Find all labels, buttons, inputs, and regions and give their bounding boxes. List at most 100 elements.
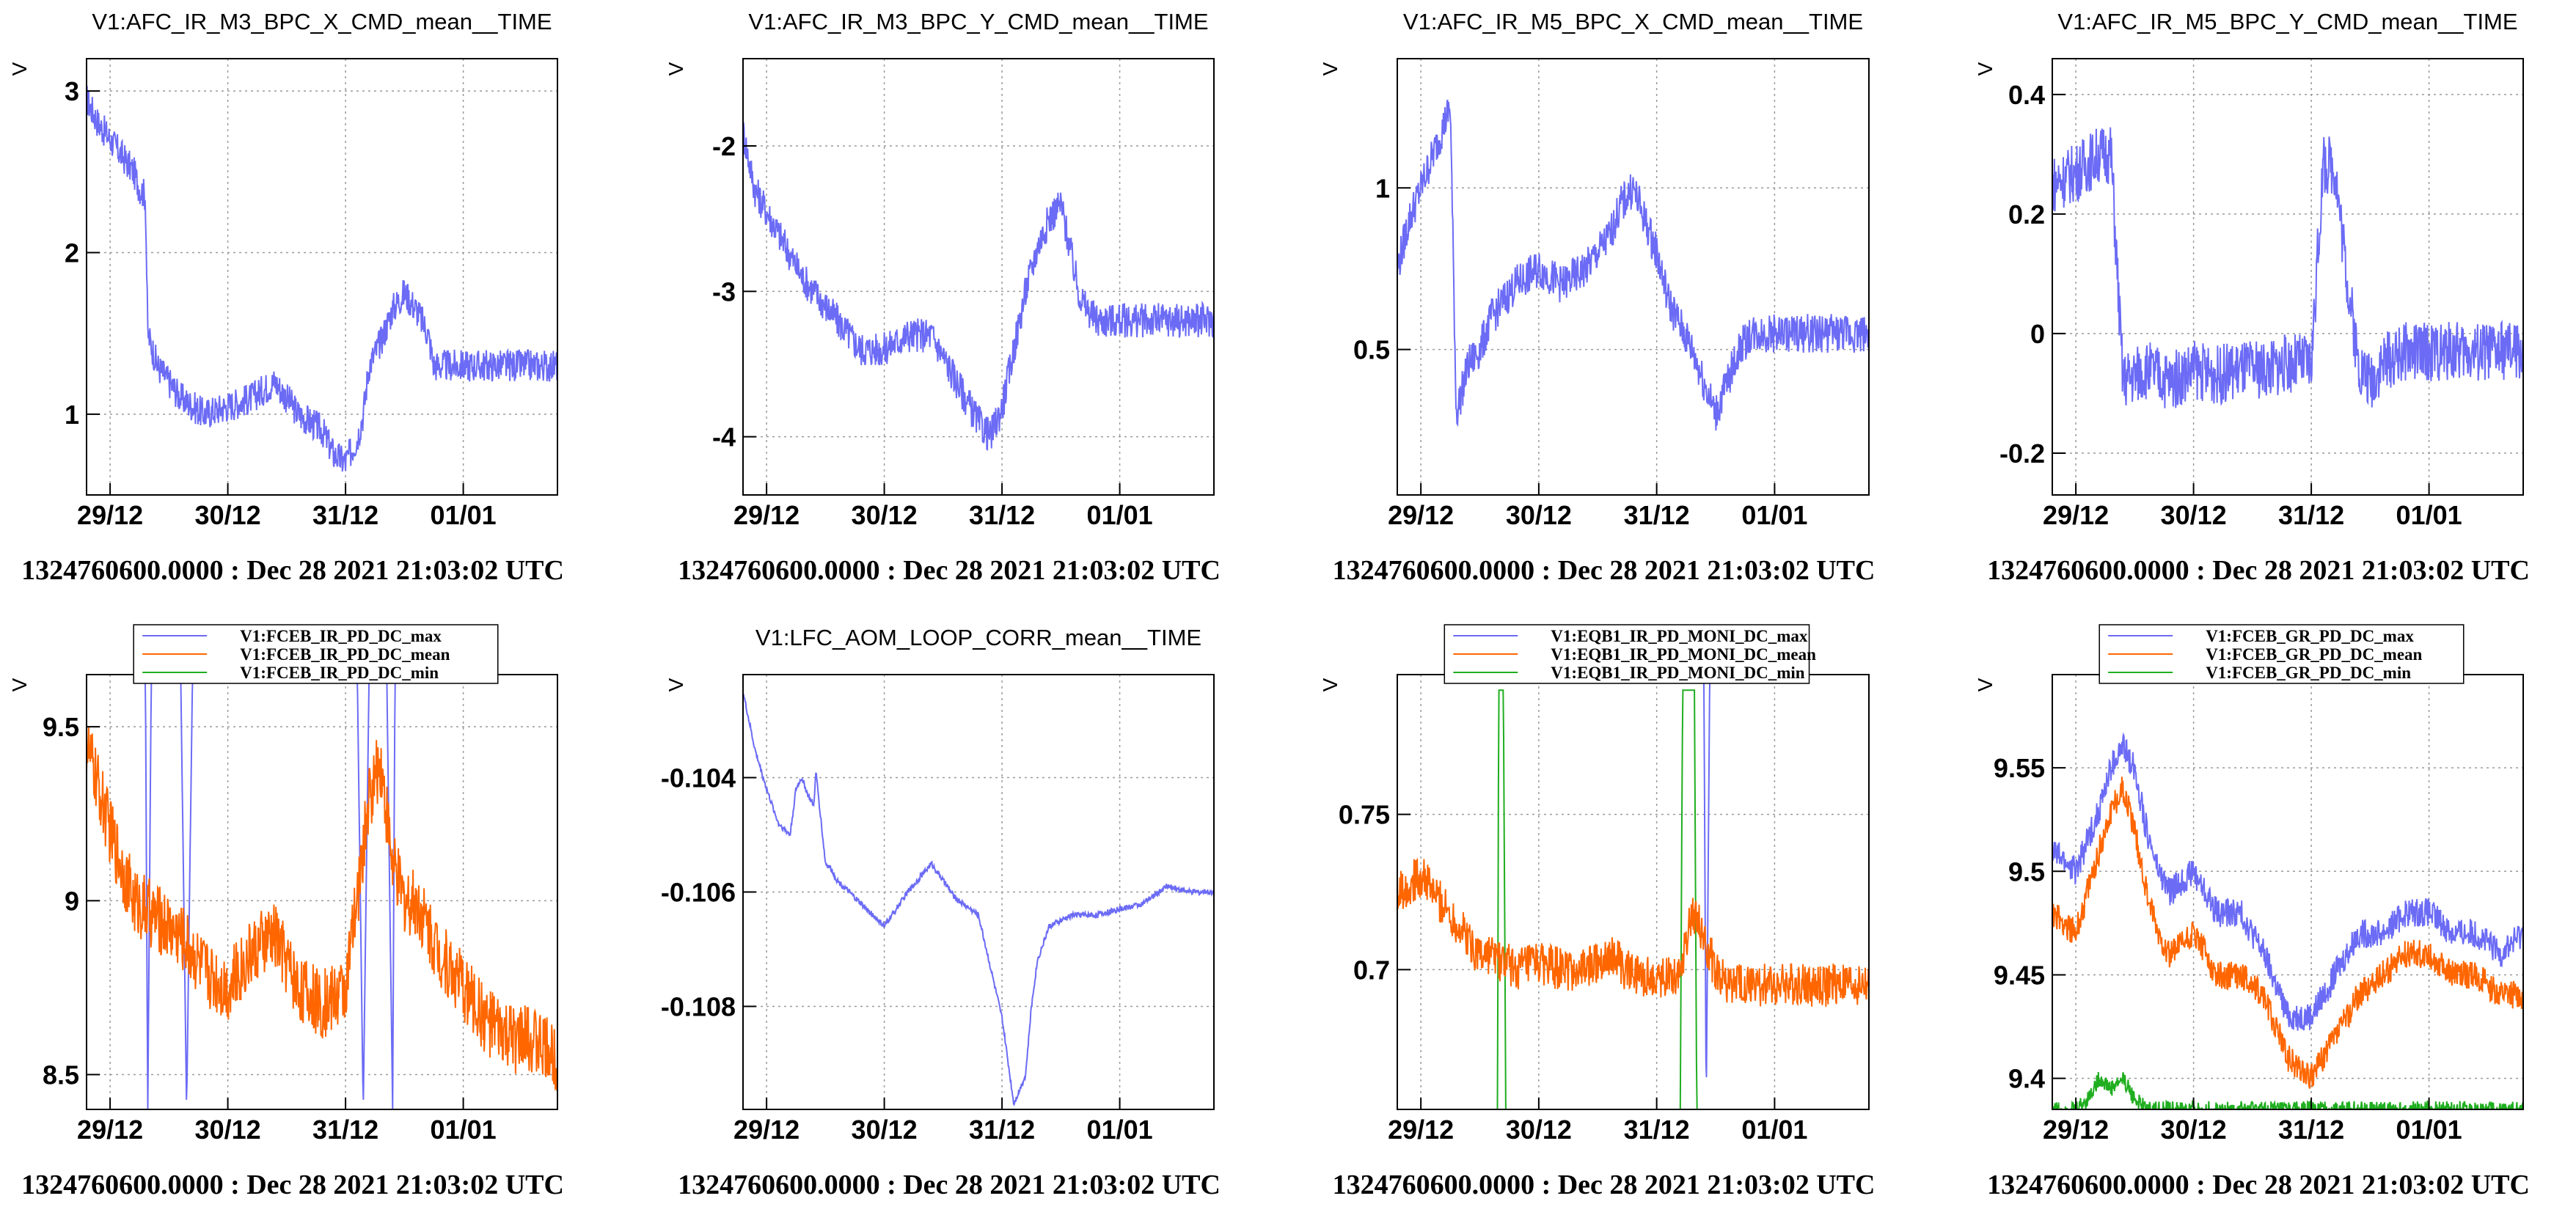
y-tick-label: 8.5 xyxy=(43,1060,79,1090)
x-tick-label: 30/12 xyxy=(852,500,918,530)
series-line-orange xyxy=(87,726,557,1092)
y-tick-label: 0.4 xyxy=(2008,80,2045,110)
x-tick-label: 01/01 xyxy=(1087,500,1153,530)
plot-frame xyxy=(86,58,558,496)
panel-footer: 1324760600.0000 : Dec 28 2021 21:03:02 U… xyxy=(1987,555,2530,586)
x-tick-label: 29/12 xyxy=(2043,1115,2109,1145)
x-tick-label: 30/12 xyxy=(195,500,261,530)
y-tick-label: 9.45 xyxy=(1994,960,2045,990)
legend-entry: V1:FCEB_GR_PD_DC_mean xyxy=(2206,645,2422,664)
panel-footer: 1324760600.0000 : Dec 28 2021 21:03:02 U… xyxy=(21,1170,564,1200)
x-tick-label: 31/12 xyxy=(2278,500,2344,530)
x-tick-label: 29/12 xyxy=(2043,500,2109,530)
x-tick-label: 01/01 xyxy=(431,500,497,530)
panel-footer: 1324760600.0000 : Dec 28 2021 21:03:02 U… xyxy=(678,1170,1221,1200)
series-line-blue xyxy=(1397,675,1869,1078)
y-tick-label: 9 xyxy=(65,886,79,916)
y-tick-label: 0 xyxy=(2030,319,2045,349)
panel-1: V1:AFC_IR_M3_BPC_X_CMD_mean__TIME V 29/12 3… xyxy=(8,9,564,586)
legend-entry: V1:EQB1_IR_PD_MONI_DC_mean xyxy=(1551,645,1816,664)
y-tick-label: 9.5 xyxy=(43,712,79,742)
plot-frame xyxy=(1397,674,1870,1110)
panel-6: V1:LFC_AOM_LOOP_CORR_mean__TIME V 29/12 30/… xyxy=(661,625,1221,1200)
x-tick-label: 29/12 xyxy=(1388,1115,1454,1145)
x-tick-label: 30/12 xyxy=(1506,1115,1572,1145)
series-line-blue xyxy=(743,122,1214,451)
y-tick-label: 1 xyxy=(1375,173,1390,203)
x-tick-label: 30/12 xyxy=(2161,1115,2227,1145)
x-tick-label: 01/01 xyxy=(1087,1115,1153,1145)
panel-footer: 1324760600.0000 : Dec 28 2021 21:03:02 U… xyxy=(21,555,564,586)
panel-title: V1:AFC_IR_M3_BPC_X_CMD_mean__TIME xyxy=(92,9,552,34)
y-axis-label: V xyxy=(8,62,31,76)
panel-title: V1:AFC_IR_M5_BPC_X_CMD_mean__TIME xyxy=(1403,9,1863,34)
y-axis-label: V xyxy=(1319,678,1342,691)
y-tick-label: 3 xyxy=(65,76,79,106)
panel-5: V 29/12 30/12 31/12 01/01 8.5 9 9.5 V1:FCEB_IR_P… xyxy=(8,624,564,1200)
y-tick-label: 0.75 xyxy=(1339,800,1390,830)
panel-title: V1:LFC_AOM_LOOP_CORR_mean__TIME xyxy=(755,625,1201,650)
plot-frame xyxy=(742,58,1215,496)
x-tick-label: 31/12 xyxy=(969,1115,1035,1145)
x-tick-label: 01/01 xyxy=(1741,1115,1807,1145)
y-axis-label: V xyxy=(8,678,31,691)
legend-entry: V1:EQB1_IR_PD_MONI_DC_max xyxy=(1551,627,1808,645)
y-axis-label: V xyxy=(665,678,687,691)
panel-footer: 1324760600.0000 : Dec 28 2021 21:03:02 U… xyxy=(1333,1170,1876,1200)
panel-8: V 29/12 30/12 31/12 01/01 9.4 9.45 9.5 9.55 V1:FC… xyxy=(1974,624,2530,1200)
y-tick-label: 9.5 xyxy=(2008,856,2045,887)
y-tick-label: -4 xyxy=(712,422,736,452)
y-axis-label: V xyxy=(1319,62,1342,76)
x-tick-label: 31/12 xyxy=(969,500,1035,530)
x-tick-label: 30/12 xyxy=(2161,500,2227,530)
panel-2: V1:AFC_IR_M3_BPC_Y_CMD_mean__TIME V 29/12 3… xyxy=(665,9,1221,586)
y-tick-label: -0.106 xyxy=(661,878,736,908)
y-tick-label: -0.104 xyxy=(661,763,736,793)
legend-entry: V1:FCEB_GR_PD_DC_max xyxy=(2206,627,2414,645)
x-tick-label: 29/12 xyxy=(1388,500,1454,530)
y-tick-label: 2 xyxy=(65,238,79,268)
x-tick-label: 31/12 xyxy=(312,500,378,530)
x-tick-label: 29/12 xyxy=(77,1115,143,1145)
legend-entry: V1:FCEB_IR_PD_DC_mean xyxy=(240,645,450,664)
y-tick-label: 0.2 xyxy=(2008,199,2045,230)
y-tick-label: -3 xyxy=(712,276,736,306)
y-tick-label: 9.4 xyxy=(2008,1064,2045,1094)
y-tick-label: -0.2 xyxy=(1999,438,2045,469)
y-axis-label: V xyxy=(1974,62,1997,76)
series-line-green xyxy=(2052,1071,2523,1109)
panel-3: V1:AFC_IR_M5_BPC_X_CMD_mean__TIME V 29/12 3… xyxy=(1319,9,1875,586)
x-tick-label: 29/12 xyxy=(733,1115,799,1145)
legend-entry: V1:FCEB_GR_PD_DC_min xyxy=(2206,664,2411,682)
y-tick-label: 1 xyxy=(65,400,79,430)
x-tick-label: 31/12 xyxy=(2278,1115,2344,1145)
x-tick-label: 31/12 xyxy=(312,1115,378,1145)
panel-footer: 1324760600.0000 : Dec 28 2021 21:03:02 U… xyxy=(1333,555,1876,586)
series-line-orange xyxy=(1397,857,1869,1007)
legend-entry: V1:FCEB_IR_PD_DC_min xyxy=(240,664,439,682)
panel-title: V1:AFC_IR_M3_BPC_Y_CMD_mean__TIME xyxy=(748,9,1208,34)
y-tick-label: -0.108 xyxy=(661,992,736,1022)
x-tick-label: 30/12 xyxy=(1506,500,1572,530)
y-tick-label: 9.55 xyxy=(1994,753,2045,783)
x-tick-label: 29/12 xyxy=(733,500,799,530)
x-tick-label: 01/01 xyxy=(431,1115,497,1145)
legend-entry: V1:EQB1_IR_PD_MONI_DC_min xyxy=(1551,664,1804,682)
panel-7: V 29/12 30/12 31/12 01/01 0.7 0.75 V1:EQB1_IR_P… xyxy=(1319,624,1876,1200)
panel-footer: 1324760600.0000 : Dec 28 2021 21:03:02 U… xyxy=(1987,1170,2530,1200)
y-tick-label: 0.5 xyxy=(1353,335,1390,365)
series-line-green xyxy=(1397,689,1869,1109)
x-tick-label: 30/12 xyxy=(195,1115,261,1145)
series-line-blue xyxy=(2052,732,2523,1031)
series-line-orange xyxy=(2052,777,2523,1089)
y-tick-label: 0.7 xyxy=(1353,955,1390,985)
panel-4: V1:AFC_IR_M5_BPC_Y_CMD_mean__TIME V 29/12 3… xyxy=(1974,9,2530,586)
x-tick-label: 30/12 xyxy=(852,1115,918,1145)
x-tick-label: 01/01 xyxy=(1741,500,1807,530)
series-line-blue xyxy=(743,693,1214,1106)
panel-title: V1:AFC_IR_M5_BPC_Y_CMD_mean__TIME xyxy=(2057,9,2517,34)
series-line-blue xyxy=(87,85,557,472)
x-tick-label: 29/12 xyxy=(77,500,143,530)
y-axis-label: V xyxy=(1974,678,1997,691)
